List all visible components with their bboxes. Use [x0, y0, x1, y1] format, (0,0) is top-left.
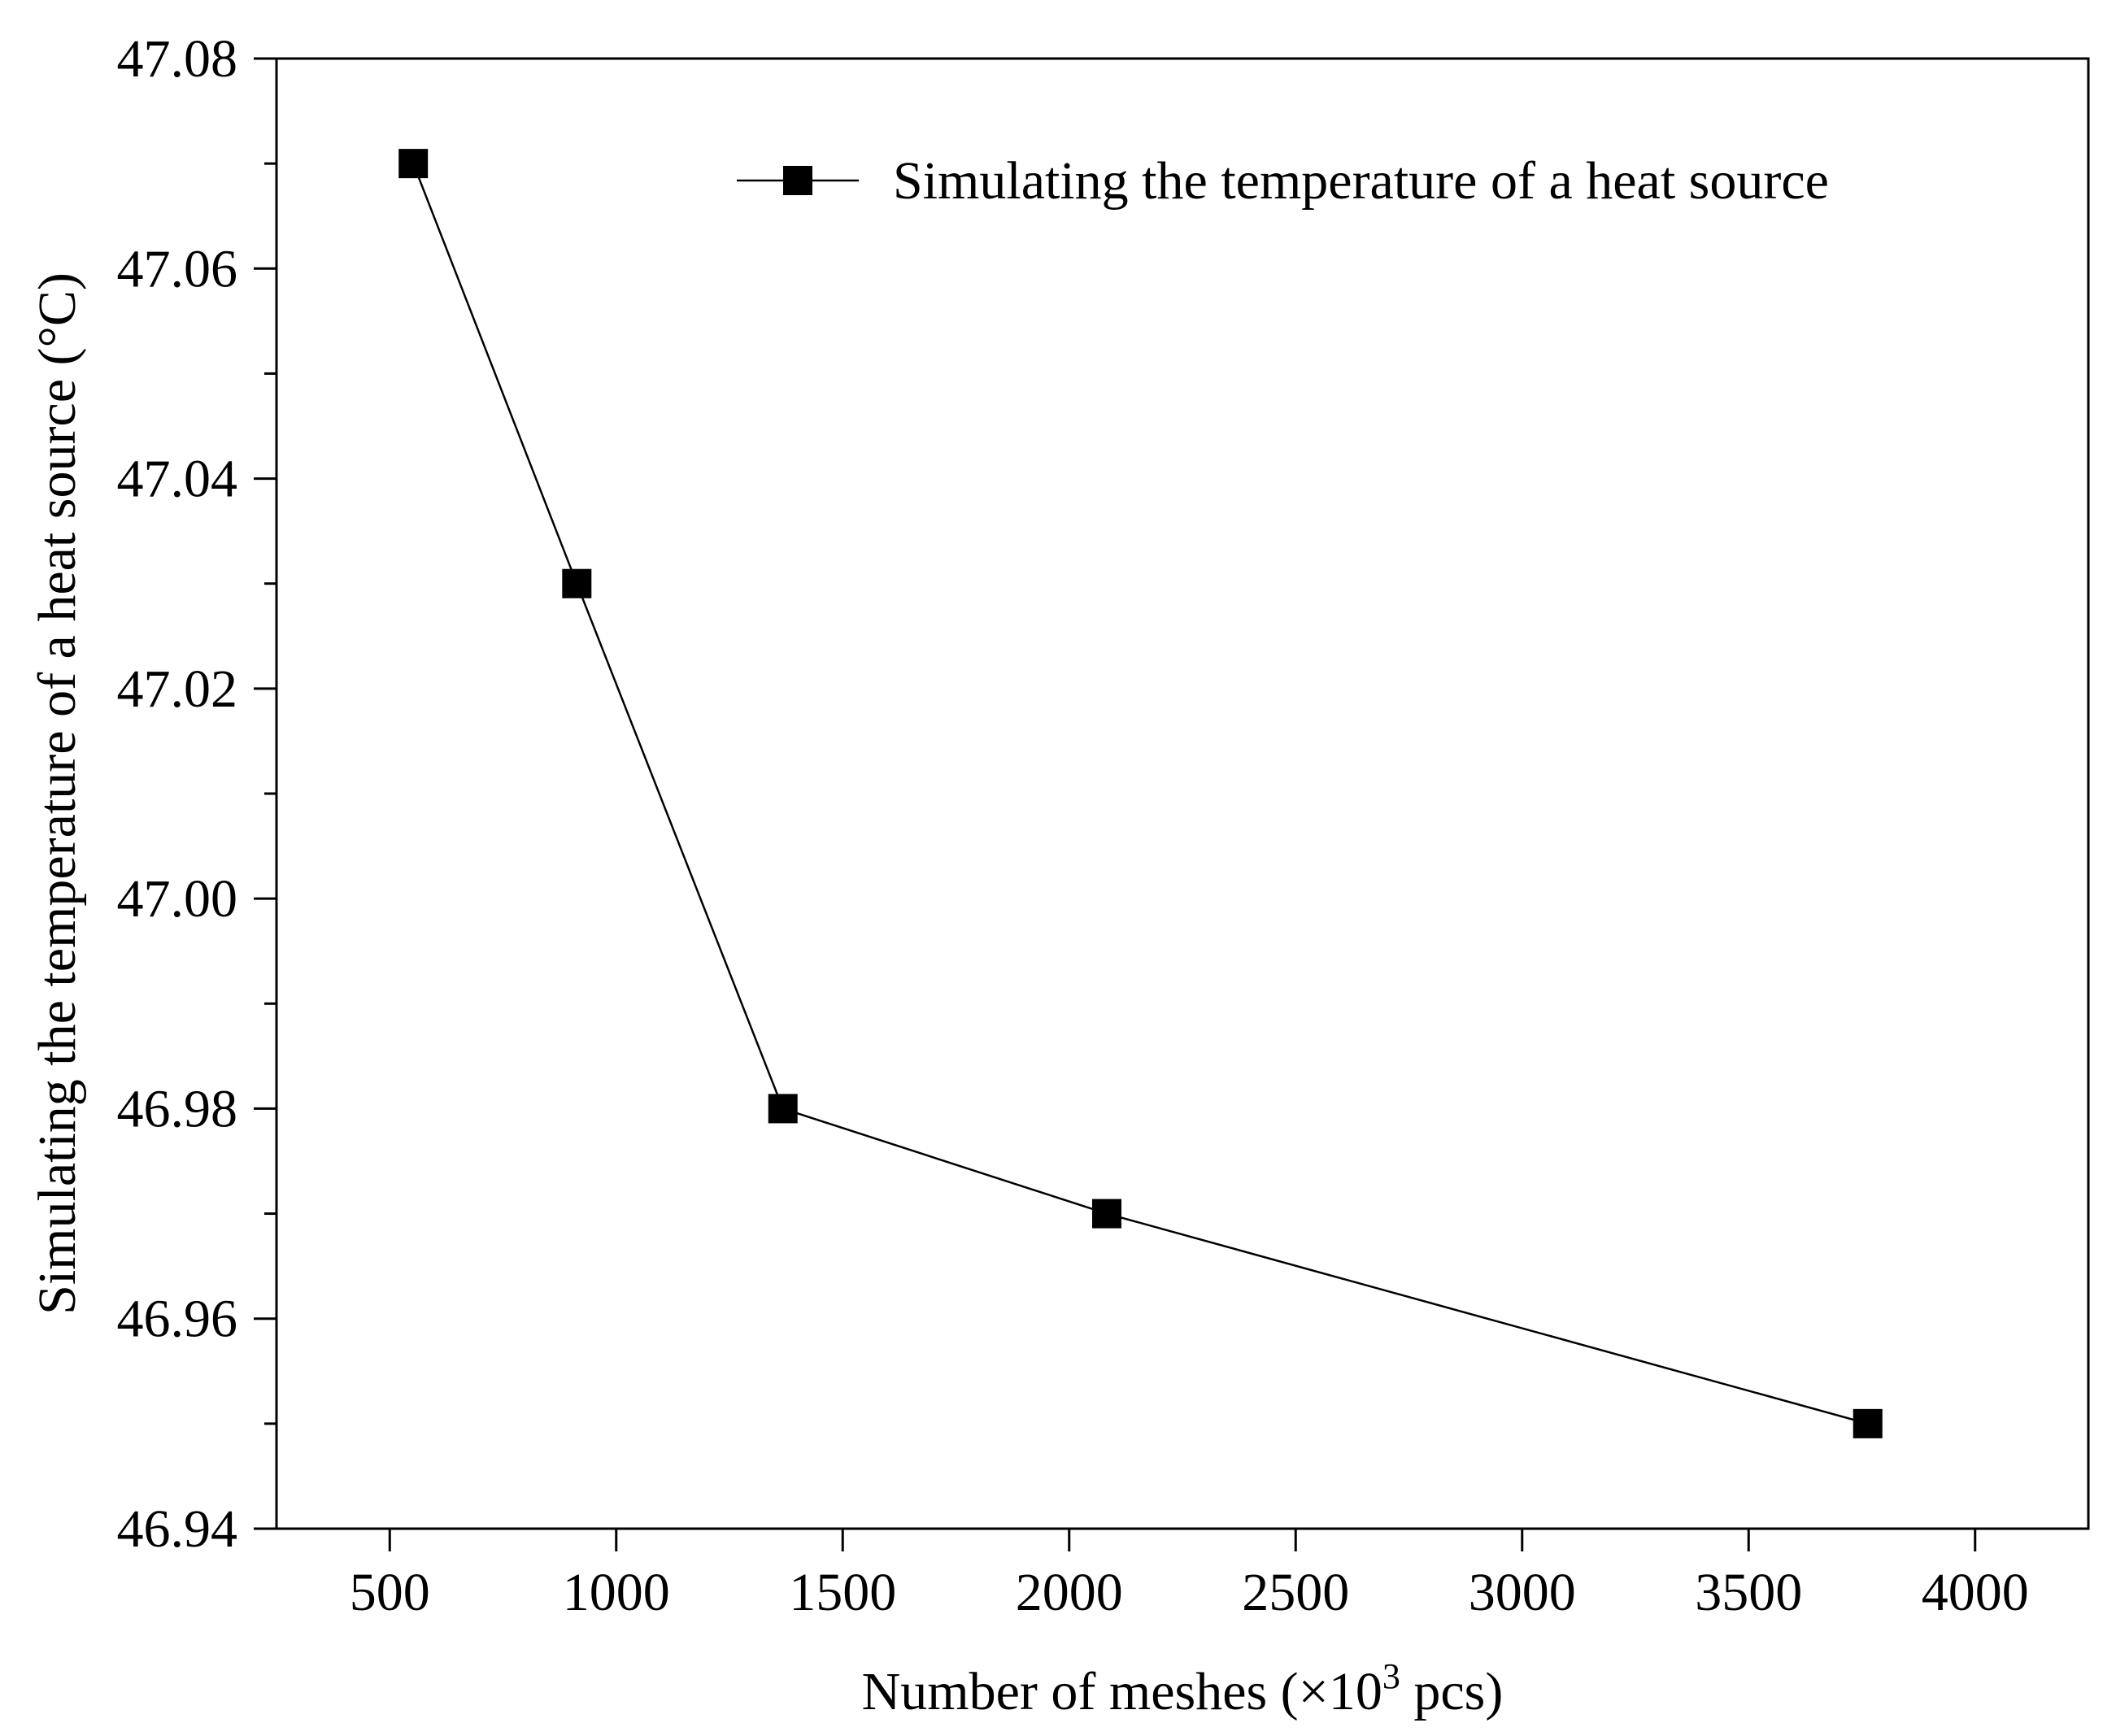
x-tick-label: 2500 [1242, 1563, 1349, 1622]
y-tick-label: 46.96 [117, 1290, 238, 1349]
x-axis-title-superscript: 3 [1382, 1656, 1400, 1696]
x-axis-title-end: pcs) [1400, 1662, 1503, 1721]
y-axis-title: Simulating the temperature of a heat sou… [28, 272, 87, 1315]
y-tick-label: 46.94 [117, 1499, 238, 1559]
legend: Simulating the temperature of a heat sou… [737, 151, 1829, 211]
y-tick-label: 46.98 [117, 1079, 238, 1138]
y-tick-label: 47.08 [117, 29, 238, 89]
x-tick-label: 1000 [563, 1563, 670, 1622]
x-tick-label: 4000 [1922, 1563, 2029, 1622]
y-tick-label: 47.04 [117, 450, 238, 509]
series-line-segment [1106, 1212, 1869, 1425]
x-tick-label: 3000 [1469, 1563, 1576, 1622]
data-point-square [1853, 1408, 1883, 1438]
data-point-square [562, 568, 592, 598]
data-point-square [398, 149, 429, 179]
x-tick-label: 500 [350, 1563, 430, 1622]
y-minor-ticks [264, 162, 276, 1425]
y-tick-label: 47.02 [117, 659, 238, 719]
series-markers [398, 149, 1883, 1438]
x-axis-title-main: Number of meshes (×10 [862, 1662, 1382, 1721]
data-point-square [768, 1094, 798, 1124]
series-line-segment [576, 583, 784, 1109]
plot-frame [275, 57, 2090, 1530]
y-tick-label: 47.00 [117, 869, 238, 929]
x-tick-label: 1500 [789, 1563, 896, 1622]
axis-tick-labels: 500 1000 1500 2000 2500 3000 3500 4000 46.94 46.9… [117, 29, 2029, 1622]
x-tick-label: 3500 [1695, 1563, 1802, 1622]
legend-label: Simulating the temperature of a heat sou… [893, 151, 1829, 211]
axis-ticks [254, 57, 1977, 1551]
series-line-segment [782, 1107, 1108, 1215]
series-lines [412, 163, 1869, 1425]
y-tick-label: 47.06 [117, 239, 238, 298]
legend-square-marker [783, 166, 812, 195]
x-axis-title: Number of meshes (×103 pcs) [862, 1656, 1504, 1721]
data-point-square [1091, 1199, 1121, 1229]
series-line-segment [412, 163, 578, 585]
x-tick-label: 2000 [1016, 1563, 1123, 1622]
